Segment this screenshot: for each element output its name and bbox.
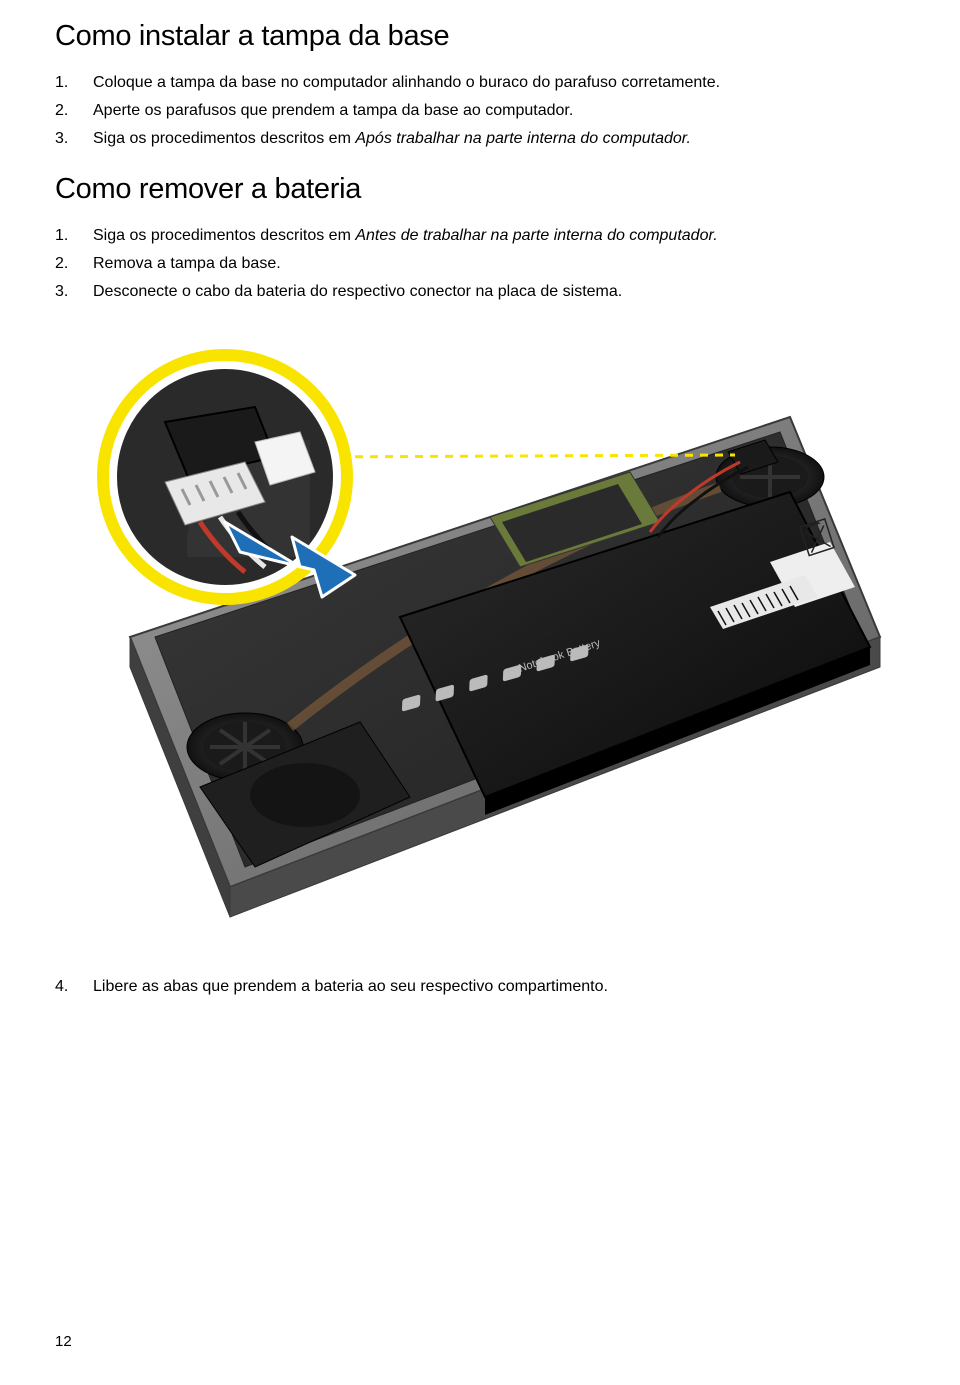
list-number: 3. xyxy=(55,127,93,152)
list-number: 1. xyxy=(55,224,93,249)
list-text-italic: Antes de trabalhar na parte interna do c… xyxy=(355,227,717,244)
callout-line xyxy=(310,455,735,457)
section1-list: 1. Coloque a tampa da base no computador… xyxy=(55,71,905,151)
list-item: 1. Coloque a tampa da base no computador… xyxy=(55,71,905,96)
section2-list: 1. Siga os procedimentos descritos em An… xyxy=(55,224,905,304)
list-text: Libere as abas que prendem a bateria ao … xyxy=(93,975,905,1000)
list-text: Desconecte o cabo da bateria do respecti… xyxy=(93,280,905,305)
list-item: 3. Desconecte o cabo da bateria do respe… xyxy=(55,280,905,305)
list-text-italic: Após trabalhar na parte interna do compu… xyxy=(355,130,691,147)
list-number: 2. xyxy=(55,252,93,277)
list-number: 2. xyxy=(55,99,93,124)
list-item: 3. Siga os procedimentos descritos em Ap… xyxy=(55,127,905,152)
list-text: Aperte os parafusos que prendem a tampa … xyxy=(93,99,905,124)
list-item: 2. Aperte os parafusos que prendem a tam… xyxy=(55,99,905,124)
list-text: Coloque a tampa da base no computador al… xyxy=(93,71,905,96)
list-text: Remova a tampa da base. xyxy=(93,252,905,277)
list-text-prefix: Siga os procedimentos descritos em xyxy=(93,130,355,147)
list-number: 1. xyxy=(55,71,93,96)
section1-heading: Como instalar a tampa da base xyxy=(55,20,905,53)
list-number: 3. xyxy=(55,280,93,305)
list-number: 4. xyxy=(55,975,93,1000)
section2-followup-list: 4. Libere as abas que prendem a bateria … xyxy=(55,975,905,1000)
page-number: 12 xyxy=(55,1333,72,1350)
list-item: 1. Siga os procedimentos descritos em An… xyxy=(55,224,905,249)
diagram-container: Notebook Battery xyxy=(55,327,905,947)
list-item: 4. Libere as abas que prendem a bateria … xyxy=(55,975,905,1000)
list-text: Siga os procedimentos descritos em Antes… xyxy=(93,224,905,249)
laptop-battery-diagram: Notebook Battery xyxy=(70,327,890,947)
list-text-prefix: Siga os procedimentos descritos em xyxy=(93,227,355,244)
list-item: 2. Remova a tampa da base. xyxy=(55,252,905,277)
list-text: Siga os procedimentos descritos em Após … xyxy=(93,127,905,152)
section2-heading: Como remover a bateria xyxy=(55,173,905,206)
